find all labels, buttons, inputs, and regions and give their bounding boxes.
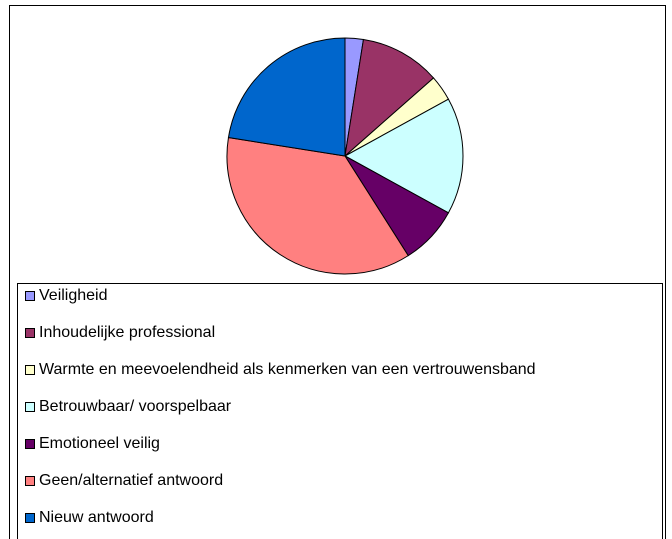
legend-swatch: [25, 328, 35, 338]
legend-swatch: [25, 402, 35, 412]
legend-swatch: [25, 439, 35, 449]
pie-slice: [343, 98, 464, 214]
legend-swatch: [25, 476, 35, 486]
legend-swatch: [25, 513, 35, 523]
legend-label: Inhoudelijke professional: [39, 324, 215, 341]
legend-label: Betrouwbaar/ voorspelbaar: [39, 398, 232, 415]
legend-swatch: [25, 291, 35, 301]
legend-label: Veiligheid: [39, 287, 108, 304]
legend-box: [17, 283, 663, 539]
pie-slice: [344, 38, 435, 158]
pie-slice: [226, 136, 409, 275]
legend-label: Geen/alternatief antwoord: [39, 472, 223, 489]
legend-swatch: [25, 365, 35, 375]
legend-label: Nieuw antwoord: [39, 509, 154, 526]
legend-label: Warmte en meevoelendheid als kenmerken v…: [39, 361, 536, 378]
legend-label: Emotioneel veilig: [39, 435, 160, 452]
pie-slice: [227, 37, 346, 157]
